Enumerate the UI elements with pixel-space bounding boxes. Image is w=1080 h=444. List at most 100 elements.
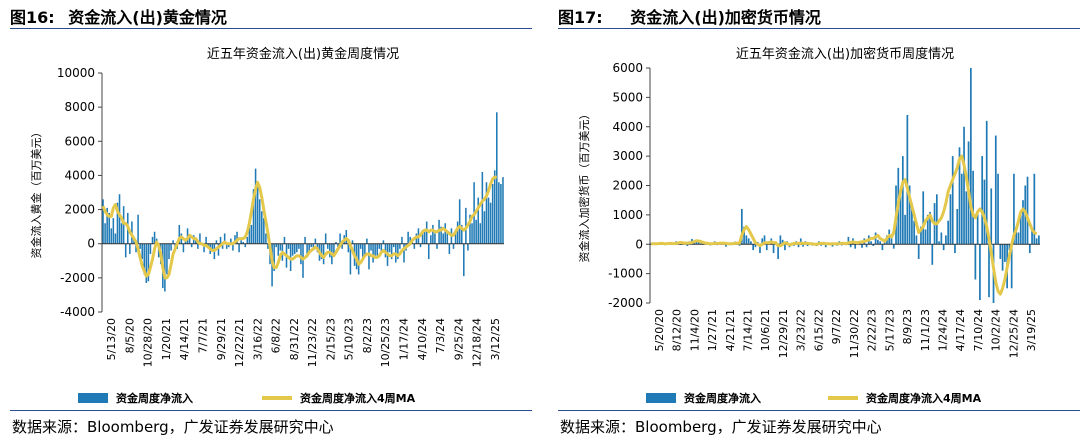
bar	[388, 243, 391, 253]
bar	[370, 243, 372, 251]
chart-gold-flows: 近五年资金流入(出)黄金周度情况 10000 8000 6000 4000 2000 0 -2…	[29, 46, 504, 405]
y-tick-label: 2000	[612, 179, 643, 193]
bar	[1035, 238, 1038, 245]
bar	[908, 185, 911, 245]
bar	[108, 212, 110, 244]
ma-line	[101, 175, 497, 280]
x-tick-label: 2/15/23	[324, 318, 337, 360]
bar	[425, 221, 428, 244]
bar	[434, 233, 436, 244]
y-tick-label: 6000	[612, 61, 643, 75]
x-tick-label: 1/17/24	[398, 318, 411, 360]
bar	[951, 156, 954, 245]
bar	[205, 236, 207, 244]
bar	[806, 244, 809, 247]
bar	[954, 244, 956, 254]
bar	[267, 243, 269, 249]
bar	[452, 243, 455, 249]
bar	[376, 243, 378, 256]
y-axis-label: 资金流入加密货币（百万美元）	[577, 109, 591, 263]
x-tick-label: 7/3/24	[434, 318, 447, 353]
bar	[149, 243, 152, 254]
y-tick-label: -2000	[608, 296, 643, 310]
figure-name: 资金流入(出)黄金情况	[68, 8, 227, 27]
bar	[725, 244, 727, 247]
bar	[339, 233, 341, 244]
x-tick-label: 5/10/23	[343, 318, 356, 360]
bar	[390, 243, 393, 260]
bar	[487, 197, 490, 244]
ma-line	[651, 154, 1038, 296]
x-tick-label: 1/24/24	[937, 309, 950, 351]
y-tick-label: 1000	[612, 208, 643, 222]
bar	[244, 243, 247, 248]
bar	[440, 226, 442, 244]
bar	[686, 244, 689, 247]
bar	[974, 244, 977, 280]
bar	[223, 233, 226, 244]
bar	[116, 202, 119, 244]
title-divider	[558, 28, 1080, 29]
bar	[217, 243, 220, 256]
y-tick-label: 4000	[612, 120, 643, 134]
bar	[979, 244, 981, 301]
legend-swatch-bar	[78, 393, 108, 403]
bar	[1001, 244, 1004, 271]
figure-title: 图16: 资金流入(出)黄金情况	[10, 4, 227, 28]
x-tick-label: 4/17/24	[954, 309, 967, 351]
bar	[304, 236, 306, 244]
bar	[958, 147, 961, 245]
bar	[779, 235, 782, 245]
bar	[345, 230, 348, 244]
x-tick-label: 5/13/20	[105, 318, 118, 360]
bar	[366, 238, 368, 244]
bar	[994, 135, 997, 245]
y-tick-label: 10000	[57, 66, 95, 80]
bar	[401, 236, 403, 244]
bar	[263, 218, 265, 244]
bar	[772, 244, 775, 254]
bar	[493, 170, 496, 244]
bar	[106, 207, 108, 244]
bar	[151, 236, 154, 244]
x-tick-label: 3/12/25	[489, 318, 502, 360]
y-tick-label: -4000	[60, 305, 95, 319]
bar	[1038, 235, 1040, 245]
bar	[322, 243, 325, 265]
bar	[421, 230, 424, 244]
bar	[931, 244, 934, 265]
bar	[141, 243, 143, 260]
bar	[879, 241, 881, 245]
bar	[275, 243, 277, 248]
bar	[341, 243, 343, 249]
bar	[1033, 173, 1036, 245]
bar	[981, 156, 984, 245]
bar	[403, 243, 405, 263]
x-tick-label: 12/22/21	[233, 318, 246, 367]
bar	[291, 243, 294, 256]
bar	[248, 219, 251, 244]
bar	[137, 214, 139, 244]
bar	[949, 194, 952, 245]
bar	[471, 223, 473, 244]
bar	[314, 238, 317, 244]
bar	[246, 236, 249, 244]
bar	[250, 224, 253, 244]
bar	[761, 238, 764, 245]
y-axis-label: 资金流入黄金（百万美元）	[29, 127, 43, 259]
legend-label-line: 资金周度净流入4周MA	[866, 391, 982, 405]
bar	[1022, 200, 1024, 245]
bar	[906, 115, 909, 245]
bar	[168, 243, 170, 260]
bar	[430, 235, 432, 244]
bar	[743, 226, 745, 245]
y-tick-label: 0	[87, 237, 95, 251]
bar	[777, 244, 779, 259]
bar	[129, 243, 131, 254]
bar	[153, 231, 156, 244]
bar	[145, 243, 148, 283]
bar	[870, 241, 872, 245]
bar	[306, 243, 308, 258]
bar	[976, 211, 979, 245]
bar	[765, 244, 768, 251]
